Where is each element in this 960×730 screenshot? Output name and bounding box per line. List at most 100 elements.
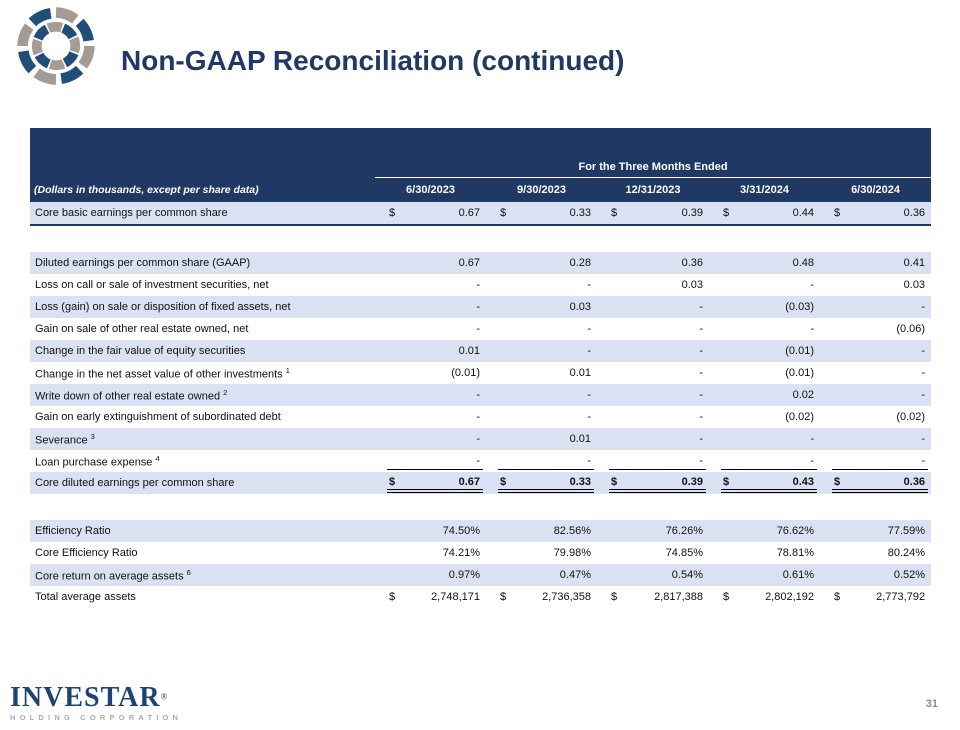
currency-symbol: $ (611, 475, 618, 488)
value-cell: - (375, 450, 486, 472)
value-cell: - (375, 384, 486, 406)
cell-value: 0.41 (903, 257, 926, 269)
cell-value: - (699, 301, 703, 313)
row-label: Core diluted earnings per common share (30, 472, 375, 494)
cell-value: 82.56% (553, 525, 591, 537)
value-cell: - (597, 318, 709, 340)
row-label: Diluted earnings per common share (GAAP) (30, 252, 375, 274)
cell-value: 79.98% (553, 547, 591, 559)
cell-value: 2,748,171 (431, 591, 480, 603)
cell-value: 0.02 (792, 389, 814, 401)
value-cell: - (820, 362, 932, 384)
value-cell: 0.02 (709, 384, 820, 406)
spacer-row (30, 225, 932, 252)
footnote-ref: 2 (223, 387, 228, 397)
value-cell: $2,773,792 (820, 586, 932, 608)
page-number: 31 (925, 698, 938, 710)
cell-value: (0.01) (451, 367, 480, 379)
row-label: Loss (gain) on sale or disposition of fi… (30, 296, 375, 318)
row-label: Write down of other real estate owned 2 (30, 384, 375, 406)
value-cell: - (375, 318, 486, 340)
cell-value: - (810, 323, 814, 335)
value-cell: 0.61% (709, 564, 820, 586)
cell-value: 0.39 (681, 475, 703, 488)
value-cell: $0.33 (486, 202, 597, 226)
cell-value: - (699, 433, 703, 445)
cell-value: 0.03 (903, 279, 926, 291)
currency-symbol: $ (834, 591, 841, 603)
cell-value: - (699, 323, 703, 335)
value-cell: 0.36 (597, 252, 709, 274)
table-row: Total average assets $2,748,171 $2,736,358… (30, 586, 932, 608)
cell-value: 74.21% (442, 547, 480, 559)
value-cell: 79.98% (486, 542, 597, 564)
group-header-label: For the Three Months Ended (375, 161, 932, 178)
cell-value: - (476, 389, 480, 401)
currency-symbol: $ (389, 591, 396, 603)
value-cell: $2,736,358 (486, 586, 597, 608)
value-cell: (0.01) (709, 340, 820, 362)
cell-value: 0.36 (681, 257, 703, 269)
table-row: Diluted earnings per common share (GAAP)… (30, 252, 932, 274)
value-cell: 0.03 (486, 296, 597, 318)
value-cell: 80.24% (820, 542, 932, 564)
value-cell: 74.21% (375, 542, 486, 564)
value-cell: 0.54% (597, 564, 709, 586)
value-cell: $0.67 (375, 472, 486, 494)
cell-value: 0.48 (792, 257, 814, 269)
cell-value: (0.03) (785, 301, 814, 313)
cell-value: 74.85% (665, 547, 703, 559)
value-cell: 0.03 (597, 274, 709, 296)
cell-value: 2,736,358 (542, 591, 591, 603)
cell-value: 0.33 (569, 207, 591, 219)
cell-value: 0.44 (792, 207, 814, 219)
cell-value: - (921, 433, 926, 445)
table-row: Change in the net asset value of other i… (30, 362, 932, 384)
non-gaap-table: For the Three Months Ended (Dollars in t… (30, 128, 932, 608)
brand-name: INVESTAR (10, 682, 161, 713)
currency-symbol: $ (723, 207, 730, 219)
row-label: Efficiency Ratio (30, 520, 375, 542)
value-cell: - (709, 450, 820, 472)
table-row: Gain on early extinguishment of subordin… (30, 406, 932, 428)
table-row: Gain on sale of other real estate owned,… (30, 318, 932, 340)
footnote-ref: 6 (186, 567, 191, 577)
footnote-ref: 3 (90, 431, 95, 441)
value-cell: - (486, 450, 597, 472)
value-cell: - (486, 406, 597, 428)
cell-value: 77.59% (887, 525, 926, 537)
currency-symbol: $ (834, 207, 841, 219)
cell-value: 0.54% (671, 569, 703, 581)
cell-value: 2,773,792 (876, 591, 926, 603)
table-body: Core basic earnings per common share $0.6… (30, 202, 932, 608)
currency-symbol: $ (500, 207, 507, 219)
column-header: 6/30/2024 (820, 178, 932, 202)
value-cell: 74.50% (375, 520, 486, 542)
value-cell: (0.06) (820, 318, 932, 340)
value-cell: 76.62% (709, 520, 820, 542)
cell-value: - (921, 454, 926, 467)
cell-value: 74.50% (442, 525, 480, 537)
cell-value: - (476, 301, 480, 313)
value-cell: - (486, 340, 597, 362)
value-cell: $0.67 (375, 202, 486, 226)
value-cell: 0.97% (375, 564, 486, 586)
row-label: Core Efficiency Ratio (30, 542, 375, 564)
currency-symbol: $ (611, 207, 618, 219)
spacer-row (30, 494, 932, 520)
column-header: 6/30/2023 (375, 178, 486, 202)
group-header-row: For the Three Months Ended (30, 128, 932, 178)
column-header: 12/31/2023 (597, 178, 709, 202)
value-cell: 0.28 (486, 252, 597, 274)
value-cell: (0.02) (820, 406, 932, 428)
cell-value: - (699, 367, 703, 379)
value-cell: $2,817,388 (597, 586, 709, 608)
value-cell: - (597, 450, 709, 472)
cell-value: 2,802,192 (765, 591, 814, 603)
cell-value: - (587, 411, 591, 423)
row-label: Loss on call or sale of investment secur… (30, 274, 375, 296)
cell-value: - (699, 345, 703, 357)
currency-symbol: $ (834, 475, 841, 488)
row-label: Loan purchase expense 4 (30, 450, 375, 472)
